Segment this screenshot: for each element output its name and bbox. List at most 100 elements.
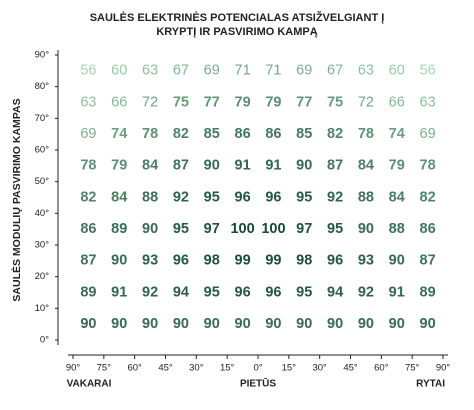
cell-value: 99	[265, 253, 281, 269]
cell-value: 60	[389, 63, 405, 79]
cell-value: 96	[173, 253, 189, 269]
cell-value: 85	[296, 126, 312, 142]
cell-value: 98	[204, 253, 220, 269]
cell-value: 69	[420, 126, 436, 142]
cell-value: 63	[420, 94, 436, 110]
cell-value: 89	[80, 284, 96, 300]
cell-value: 96	[265, 284, 281, 300]
y-tick-label: 80°	[35, 81, 50, 92]
x-tick-label: 90°	[66, 363, 81, 374]
cell-value: 69	[296, 63, 312, 79]
cell-value: 91	[265, 158, 281, 174]
x-tick-label: 30°	[312, 363, 327, 374]
x-tick-label: 45°	[158, 363, 173, 374]
cell-value: 99	[235, 253, 251, 269]
cell-value: 90	[420, 316, 436, 332]
y-tick-label: 70°	[35, 113, 50, 124]
y-tick-label: 60°	[35, 145, 50, 156]
cell-value: 95	[327, 221, 343, 237]
cell-value: 93	[358, 253, 374, 269]
cell-value: 67	[327, 63, 343, 79]
cell-value: 82	[420, 189, 436, 205]
cell-value: 72	[142, 94, 158, 110]
cell-value: 90	[296, 158, 312, 174]
chart-title: SAULĖS ELEKTRINĖS POTENCIALAS ATSIŽVELGI…	[90, 11, 385, 24]
cell-value: 87	[173, 158, 189, 174]
cell-value: 90	[235, 316, 251, 332]
cell-value: 86	[235, 126, 251, 142]
cell-value: 87	[327, 158, 343, 174]
cell-value: 79	[265, 94, 281, 110]
cell-value: 77	[204, 94, 220, 110]
cell-value: 86	[265, 126, 281, 142]
x-tick-label: 60°	[127, 363, 142, 374]
x-side-label: VAKARAI	[67, 379, 112, 390]
cell-value: 84	[389, 189, 405, 205]
x-tick-label: 90°	[436, 363, 451, 374]
cell-value: 88	[389, 221, 405, 237]
cell-value: 84	[111, 189, 127, 205]
cell-value: 78	[420, 158, 436, 174]
y-axis-label: SAULĖS MODULIŲ PASVIRIMO KAMPAS	[10, 98, 23, 301]
x-tick-label: 30°	[189, 363, 204, 374]
cell-value: 90	[389, 316, 405, 332]
cell-value: 84	[358, 158, 374, 174]
cell-value: 87	[80, 253, 96, 269]
cell-value: 89	[111, 221, 127, 237]
y-tick-label: 0°	[40, 335, 49, 346]
cell-value: 90	[327, 316, 343, 332]
cell-value: 90	[265, 316, 281, 332]
cell-value: 69	[80, 126, 96, 142]
x-tick-label: 60°	[374, 363, 389, 374]
cell-value: 91	[235, 158, 251, 174]
cell-value: 79	[235, 94, 251, 110]
cell-value: 89	[420, 284, 436, 300]
y-tick-label: 30°	[35, 240, 50, 251]
x-tick-label: 0°	[253, 363, 262, 374]
y-tick-label: 50°	[35, 176, 50, 187]
x-tick-label: 45°	[343, 363, 358, 374]
cell-value: 96	[235, 189, 251, 205]
cell-value: 63	[358, 63, 374, 79]
cell-value: 90	[111, 316, 127, 332]
cell-value: 95	[173, 221, 189, 237]
cell-value: 72	[358, 94, 374, 110]
cell-value: 85	[204, 126, 220, 142]
cell-value: 79	[389, 158, 405, 174]
cell-value: 95	[204, 189, 220, 205]
cell-value: 92	[142, 284, 158, 300]
cell-value: 82	[80, 189, 96, 205]
cell-value: 77	[296, 94, 312, 110]
x-side-label: RYTAI	[416, 379, 445, 390]
cell-value: 66	[389, 94, 405, 110]
cell-value: 92	[358, 284, 374, 300]
cell-value: 91	[389, 284, 405, 300]
cell-value: 94	[327, 284, 343, 300]
cell-value: 92	[173, 189, 189, 205]
cell-value: 71	[265, 63, 281, 79]
x-tick-label: 15°	[220, 363, 235, 374]
x-tick-label: 75°	[97, 363, 112, 374]
cell-value: 90	[204, 316, 220, 332]
cell-value: 88	[358, 189, 374, 205]
cell-value: 74	[111, 126, 127, 142]
x-side-label: PIETŪS	[240, 378, 276, 390]
cell-value: 96	[327, 253, 343, 269]
cell-value: 56	[80, 63, 96, 79]
y-tick-label: 90°	[35, 50, 50, 61]
cell-value: 66	[111, 94, 127, 110]
cell-value: 71	[235, 63, 251, 79]
cell-value: 97	[296, 221, 312, 237]
cell-value: 69	[204, 63, 220, 79]
cell-value: 90	[111, 253, 127, 269]
cell-value: 82	[173, 126, 189, 142]
cell-value: 90	[173, 316, 189, 332]
cell-value: 90	[389, 253, 405, 269]
cell-value: 84	[142, 158, 158, 174]
cell-value: 79	[111, 158, 127, 174]
cell-value: 63	[142, 63, 158, 79]
cell-value: 95	[296, 284, 312, 300]
cell-value: 95	[204, 284, 220, 300]
cell-value: 60	[111, 63, 127, 79]
cell-value: 90	[204, 158, 220, 174]
